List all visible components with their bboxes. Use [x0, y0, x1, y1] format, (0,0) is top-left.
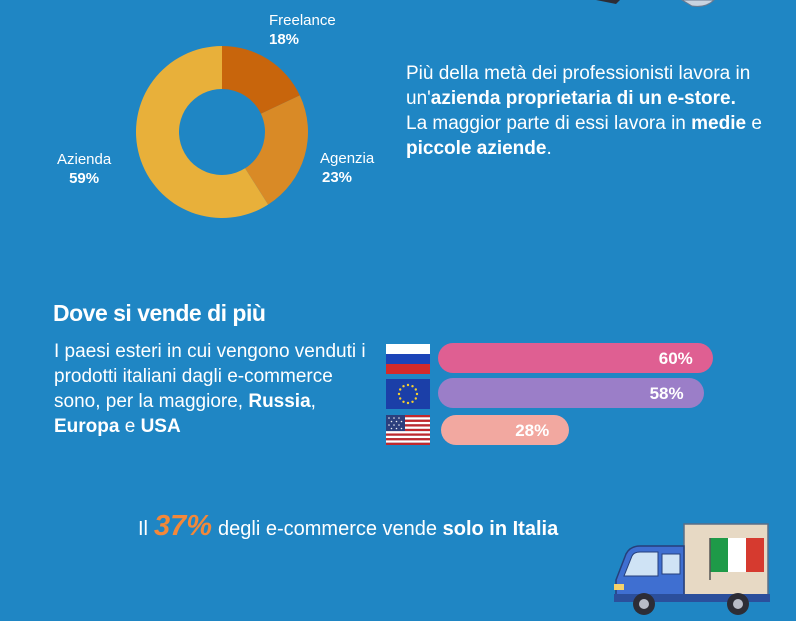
bar-russia: 60%: [438, 343, 713, 373]
bottom-percentage: 37%: [154, 510, 213, 542]
decorative-shape-icon: [596, 0, 715, 7]
russia-flag-icon: [386, 344, 430, 374]
azienda-value: 59%: [69, 170, 100, 187]
text-bold: azienda proprietaria di un e-store.: [430, 88, 736, 109]
text-part: e: [119, 416, 141, 437]
azienda-label: Azienda: [57, 151, 112, 168]
italy-only-stat: Il 37% degli e-commerce vende solo in Ital…: [138, 510, 558, 543]
bar-value: 58%: [649, 384, 684, 403]
text-bold: Europa: [54, 416, 120, 437]
bottom-middle: degli e-commerce vende: [218, 518, 438, 540]
usa-flag-icon: [386, 415, 430, 445]
freelance-value: 18%: [269, 31, 300, 48]
text-bold: USA: [140, 416, 181, 437]
countries-description: I paesi esteri in cui vengono venduti i …: [54, 339, 374, 439]
donut-label-agenzia: Agenzia 23%: [320, 149, 374, 187]
text-part: .: [546, 138, 552, 159]
text-bold: Russia: [248, 391, 311, 412]
text-part: La maggior parte di essi lavora in: [406, 113, 692, 134]
donut-slice-freelance: [222, 46, 300, 114]
eu-flag-icon: [386, 379, 430, 409]
agenzia-label: Agenzia: [320, 150, 375, 167]
donut-label-freelance: Freelance 18%: [269, 11, 336, 49]
freelance-label: Freelance: [269, 12, 336, 29]
donut-chart: [135, 46, 308, 218]
bar-value: 28%: [515, 421, 550, 440]
bar-usa: 28%: [441, 415, 570, 445]
text-part: ,: [310, 391, 316, 412]
donut-label-azienda: Azienda 59%: [57, 150, 111, 188]
text-bold: piccole aziende: [406, 138, 547, 159]
bar-europe: 58%: [438, 378, 704, 408]
agenzia-value: 23%: [322, 169, 353, 186]
text-part: Più della metà dei professionisti lavora…: [406, 63, 751, 109]
text-part: I paesi esteri in cui vengono venduti i …: [54, 341, 366, 412]
bottom-prefix: Il: [138, 518, 148, 540]
text-part: e: [746, 113, 762, 134]
text-bold: medie: [691, 113, 747, 134]
professionals-description: Più della metà dei professionisti lavora…: [406, 61, 766, 161]
delivery-truck-icon: [614, 523, 770, 615]
bottom-bold: solo in Italia: [442, 518, 559, 540]
bar-value: 60%: [658, 349, 693, 368]
donut-slice-azienda: [135, 46, 269, 218]
section-title: Dove si vende di più: [53, 300, 266, 326]
donut-slice-agenzia: [245, 95, 308, 205]
